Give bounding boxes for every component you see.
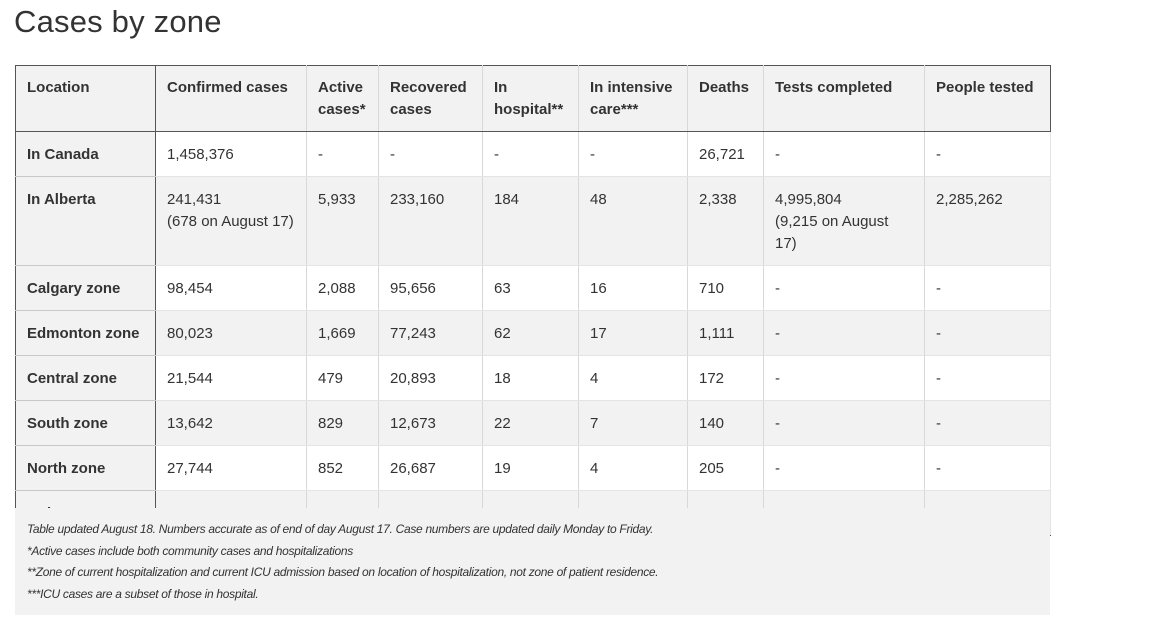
cell-confirmed: 80,023 (155, 310, 307, 356)
column-header-active: Active cases* (306, 65, 379, 132)
cell-deaths: 205 (687, 445, 764, 491)
cell-recovered: 233,160 (378, 176, 483, 266)
cell-deaths: 1,111 (687, 310, 764, 356)
cell-people-tested: - (924, 310, 1051, 356)
table-row: Edmonton zone 80,023 1,669 77,243 62 17 … (15, 310, 1051, 356)
cell-deaths: 172 (687, 355, 764, 401)
cell-tests: - (763, 400, 925, 446)
cell-icu: 4 (578, 355, 688, 401)
cell-recovered: - (378, 131, 483, 177)
table-row: Central zone 21,544 479 20,893 18 4 172 … (15, 355, 1051, 401)
row-location: Calgary zone (15, 265, 156, 311)
cell-hospital: 18 (482, 355, 579, 401)
row-location: In Alberta (15, 176, 156, 266)
cell-icu: 48 (578, 176, 688, 266)
confirmed-value: 1,458,376 (167, 146, 234, 163)
page-title: Cases by zone (14, 4, 222, 39)
cell-recovered: 26,687 (378, 445, 483, 491)
row-location: Central zone (15, 355, 156, 401)
column-header-location: Location (15, 65, 156, 132)
cell-people-tested: - (924, 355, 1051, 401)
cell-icu: - (578, 131, 688, 177)
cell-confirmed: 27,744 (155, 445, 307, 491)
footnote-updated: Table updated August 18. Numbers accurat… (27, 522, 654, 536)
footnote-hospital-zone: **Zone of current hospitalization and cu… (27, 565, 659, 579)
table-row: North zone 27,744 852 26,687 19 4 205 - … (15, 445, 1051, 491)
tests-daily-note: (9,215 on August 17) (775, 213, 889, 252)
cell-active: 1,669 (306, 310, 379, 356)
cell-people-tested: - (924, 445, 1051, 491)
row-location: South zone (15, 400, 156, 446)
column-header-recovered: Recovered cases (378, 65, 483, 132)
cell-tests: - (763, 355, 925, 401)
cell-active: - (306, 131, 379, 177)
header-row: Location Confirmed cases Active cases* R… (15, 65, 1051, 132)
column-header-hospital: In hospital** (482, 65, 579, 132)
cases-table: Location Confirmed cases Active cases* R… (15, 65, 1051, 536)
row-location: North zone (15, 445, 156, 491)
cell-confirmed: 241,431 (678 on August 17) (155, 176, 307, 266)
cell-active: 5,933 (306, 176, 379, 266)
table-row: South zone 13,642 829 12,673 22 7 140 - … (15, 400, 1051, 446)
cell-recovered: 12,673 (378, 400, 483, 446)
cell-recovered: 20,893 (378, 355, 483, 401)
cell-confirmed: 21,544 (155, 355, 307, 401)
table-body: In Canada 1,458,376 - - - - 26,721 - - I… (15, 131, 1051, 536)
column-header-deaths: Deaths (687, 65, 764, 132)
column-header-people-tested: People tested (924, 65, 1051, 132)
cell-tests: - (763, 445, 925, 491)
row-location: Edmonton zone (15, 310, 156, 356)
cell-recovered: 77,243 (378, 310, 483, 356)
cell-hospital: 184 (482, 176, 579, 266)
cell-tests: 4,995,804 (9,215 on August 17) (763, 176, 925, 266)
column-header-icu: In intensive care*** (578, 65, 688, 132)
cell-tests: - (763, 310, 925, 356)
cell-recovered: 95,656 (378, 265, 483, 311)
cell-confirmed: 1,458,376 (155, 131, 307, 177)
table-footnotes: Table updated August 18. Numbers accurat… (15, 508, 1050, 615)
cell-icu: 7 (578, 400, 688, 446)
cell-icu: 16 (578, 265, 688, 311)
cell-icu: 4 (578, 445, 688, 491)
cell-active: 2,088 (306, 265, 379, 311)
cell-hospital: 63 (482, 265, 579, 311)
table-row: In Canada 1,458,376 - - - - 26,721 - - (15, 131, 1051, 177)
cell-confirmed: 98,454 (155, 265, 307, 311)
cell-active: 479 (306, 355, 379, 401)
cell-active: 852 (306, 445, 379, 491)
confirmed-value: 241,431 (167, 191, 222, 208)
footnote-icu: ***ICU cases are a subset of those in ho… (27, 586, 259, 601)
row-location: In Canada (15, 131, 156, 177)
table-row: In Alberta 241,431 (678 on August 17) 5,… (15, 176, 1051, 266)
cell-deaths: 26,721 (687, 131, 764, 177)
cell-people-tested: 2,285,262 (924, 176, 1051, 266)
cell-deaths: 2,338 (687, 176, 764, 266)
cell-tests: - (763, 265, 925, 311)
cell-tests: - (763, 131, 925, 177)
tests-value: - (775, 146, 780, 163)
table-header: Location Confirmed cases Active cases* R… (15, 65, 1051, 132)
cell-confirmed: 13,642 (155, 400, 307, 446)
column-header-tests: Tests completed (763, 65, 925, 132)
footnote-active-cases: *Active cases include both community cas… (27, 543, 353, 558)
cell-people-tested: - (924, 131, 1051, 177)
cell-active: 829 (306, 400, 379, 446)
cell-hospital: 22 (482, 400, 579, 446)
tests-value: 4,995,804 (775, 191, 842, 208)
column-header-confirmed: Confirmed cases (155, 65, 307, 132)
cell-hospital: 62 (482, 310, 579, 356)
cell-deaths: 140 (687, 400, 764, 446)
cell-people-tested: - (924, 265, 1051, 311)
cell-icu: 17 (578, 310, 688, 356)
table-row: Calgary zone 98,454 2,088 95,656 63 16 7… (15, 265, 1051, 311)
cell-people-tested: - (924, 400, 1051, 446)
cell-deaths: 710 (687, 265, 764, 311)
cell-hospital: - (482, 131, 579, 177)
confirmed-daily-note: (678 on August 17) (167, 213, 294, 230)
cell-hospital: 19 (482, 445, 579, 491)
